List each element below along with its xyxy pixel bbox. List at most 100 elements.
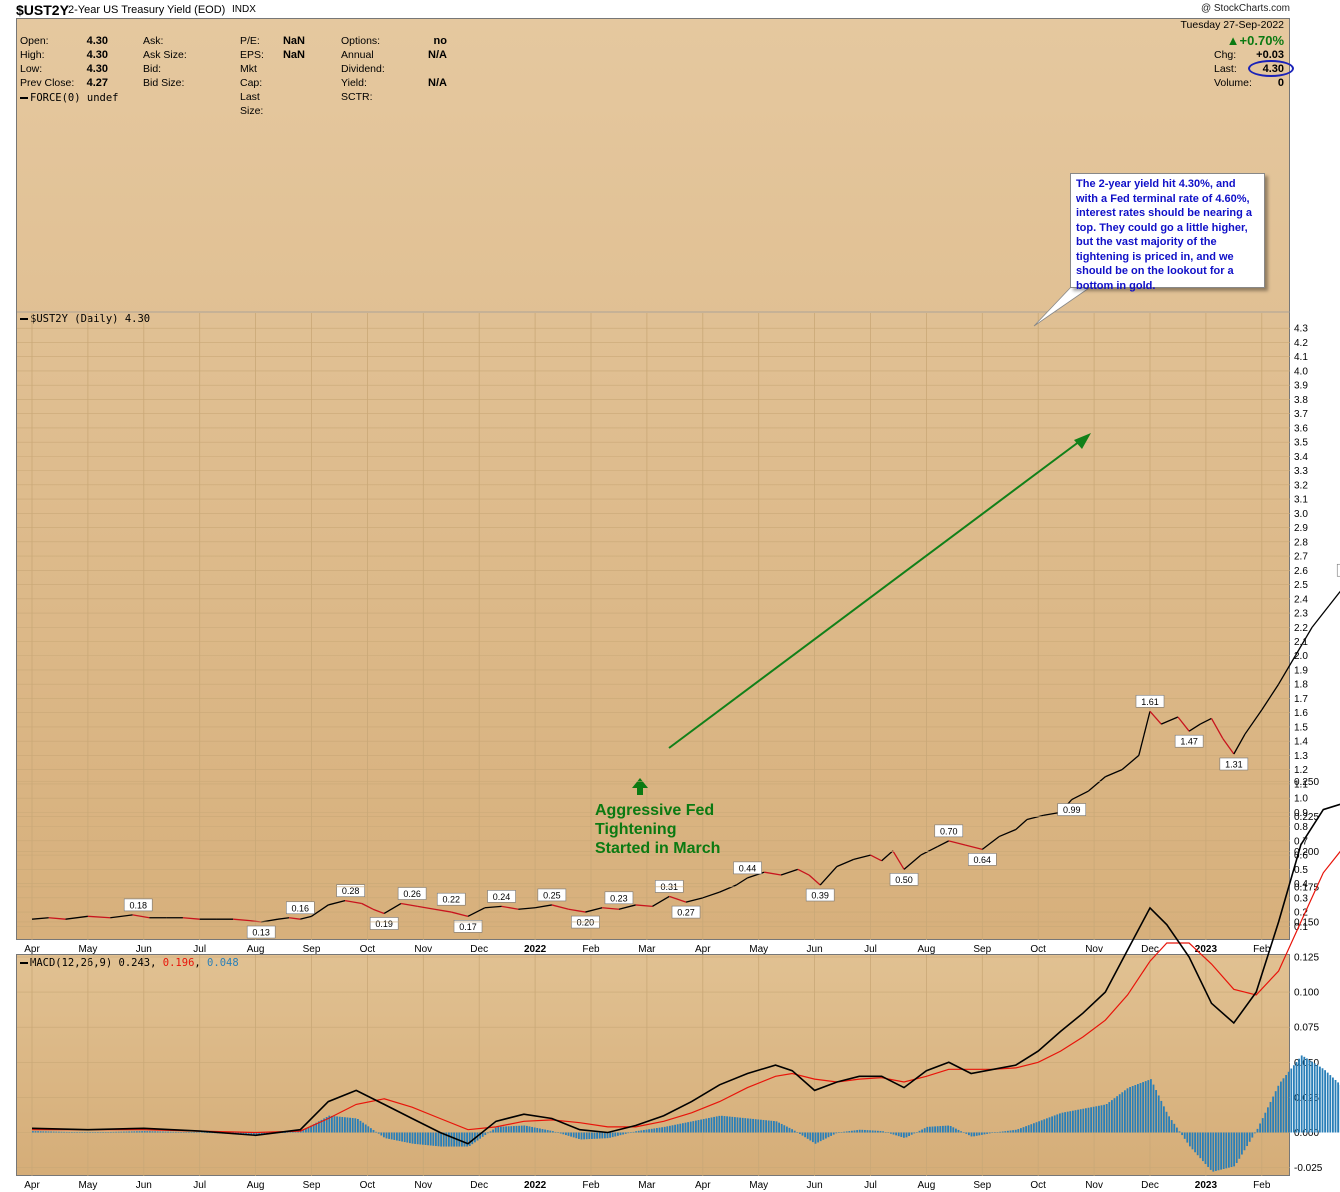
macd-histogram-bar	[130, 1131, 133, 1133]
macd-histogram-bar	[136, 1131, 138, 1133]
quote-value: 0	[1277, 77, 1284, 89]
price-line-segment	[808, 874, 821, 886]
macd-histogram-bar	[845, 1131, 848, 1133]
macd-histogram-bar	[346, 1117, 349, 1133]
macd-histogram-bar	[697, 1120, 700, 1133]
macd-x-tick-label: Oct	[1030, 1180, 1046, 1191]
macd-histogram-bar	[926, 1126, 929, 1133]
legend-line-icon	[20, 318, 28, 320]
macd-histogram-bar	[754, 1119, 757, 1133]
macd-histogram-bar	[710, 1117, 713, 1133]
price-line-segment	[110, 914, 133, 919]
macd-histogram-bar	[882, 1131, 884, 1133]
price-line-segment	[132, 914, 150, 919]
macd-histogram-bar	[325, 1117, 328, 1133]
macd-histogram-bar	[1194, 1132, 1196, 1153]
macd-histogram-bar	[453, 1132, 455, 1147]
macd-histogram-bar	[864, 1129, 866, 1133]
macd-histogram-bar	[149, 1131, 151, 1133]
macd-histogram-bar	[1098, 1105, 1100, 1133]
price-line-segment	[1278, 655, 1296, 685]
macd-histogram-bar	[1272, 1096, 1274, 1133]
macd-histogram-bar	[351, 1118, 354, 1133]
price-line-segment	[31, 917, 49, 920]
price-line-segment	[182, 917, 200, 920]
macd-histogram-bar	[1074, 1110, 1077, 1133]
price-axis-tick-label: 0.3	[1294, 893, 1308, 904]
macd-histogram-bar	[1204, 1132, 1207, 1165]
macd-histogram-bar	[294, 1131, 297, 1133]
price-label: 0.39	[811, 891, 829, 901]
quote-value: 4.27	[86, 77, 108, 89]
macd-histogram-bar	[539, 1128, 541, 1133]
macd-panel	[16, 954, 1290, 1176]
macd-histogram-bar	[138, 1131, 141, 1133]
price-line-segment	[1160, 716, 1179, 725]
macd-histogram-bar	[331, 1115, 333, 1133]
macd-histogram-bar	[916, 1132, 918, 1133]
price-label-box	[733, 861, 762, 875]
price-legend-label: $UST2Y (Daily) 4.30	[30, 313, 151, 325]
macd-histogram-bar	[957, 1129, 960, 1133]
macd-histogram-bar	[1017, 1129, 1020, 1133]
stockcharts-credit[interactable]: @ StockCharts.com	[1200, 3, 1290, 14]
macd-histogram-bar	[245, 1132, 247, 1135]
macd-histogram-bar	[1235, 1132, 1238, 1164]
macd-histogram-bar	[731, 1116, 734, 1133]
quote-row: Open: 4.30	[20, 34, 108, 48]
macd-histogram-bar	[739, 1117, 741, 1133]
price-line-segment	[892, 850, 905, 870]
quote-label: Prev Close:	[20, 77, 75, 89]
price-line-segment	[289, 917, 301, 920]
price-line-segment	[451, 911, 469, 917]
macd-histogram-bar	[991, 1132, 994, 1133]
macd-x-tick-label: Nov	[414, 1180, 432, 1191]
macd-histogram-bar	[1277, 1085, 1280, 1133]
price-axis-tick-label: 3.7	[1294, 409, 1308, 420]
price-axis-tick-label: 1.1	[1294, 779, 1308, 790]
price-axis-tick-label: 3.0	[1294, 509, 1308, 520]
price-axis-tick-label: 1.6	[1294, 708, 1308, 719]
price-line-segment	[735, 877, 748, 886]
macd-histogram-bar	[492, 1129, 494, 1133]
macd-histogram-bar	[359, 1120, 362, 1133]
macd-histogram-bar	[832, 1132, 835, 1135]
macd-histogram-bar	[1040, 1120, 1043, 1133]
macd-histogram-bar	[128, 1131, 130, 1133]
macd-histogram-bar	[630, 1132, 632, 1133]
quote-row: High: 4.30	[20, 48, 108, 62]
macd-histogram-bar	[396, 1132, 398, 1141]
macd-histogram-bar	[440, 1132, 442, 1147]
quote-row: Prev Close: 4.27	[20, 76, 108, 90]
macd-histogram-bar	[944, 1125, 947, 1133]
quote-row: Yield: N/A	[341, 76, 447, 90]
price-x-tick-label: 2022	[524, 944, 547, 955]
quote-label: Options:	[341, 35, 381, 47]
macd-legend-macd: 0.243	[118, 957, 151, 969]
price-label: 1.61	[1141, 697, 1159, 707]
macd-x-tick-label: May	[749, 1180, 768, 1191]
price-label: 0.50	[895, 875, 913, 885]
macd-histogram-bar	[349, 1117, 351, 1133]
macd-x-tick-label: 2023	[1195, 1180, 1218, 1191]
macd-histogram-bar	[715, 1116, 718, 1133]
macd-axis-tick-label: 0.150	[1294, 917, 1319, 928]
macd-x-tick-label: Jul	[864, 1180, 877, 1191]
macd-histogram-bar	[929, 1126, 931, 1133]
price-label-box	[1219, 757, 1249, 771]
macd-histogram-bar	[65, 1131, 68, 1133]
price-line-segment	[1311, 605, 1330, 628]
price-axis-tick-label: 0.6	[1294, 851, 1308, 862]
macd-histogram-bar	[552, 1131, 554, 1133]
price-line-segment	[819, 866, 838, 886]
macd-histogram-bar	[164, 1131, 167, 1133]
price-label-box	[671, 905, 701, 919]
quote-label: Bid:	[143, 63, 162, 75]
macd-histogram-bar	[822, 1132, 825, 1140]
macd-histogram-bar	[102, 1132, 104, 1133]
macd-histogram-bar	[812, 1132, 814, 1143]
macd-histogram-bar	[557, 1132, 559, 1133]
price-line-segment	[400, 902, 418, 908]
macd-histogram-bar	[851, 1130, 853, 1133]
price-axis-tick-label: 0.5	[1294, 865, 1308, 876]
